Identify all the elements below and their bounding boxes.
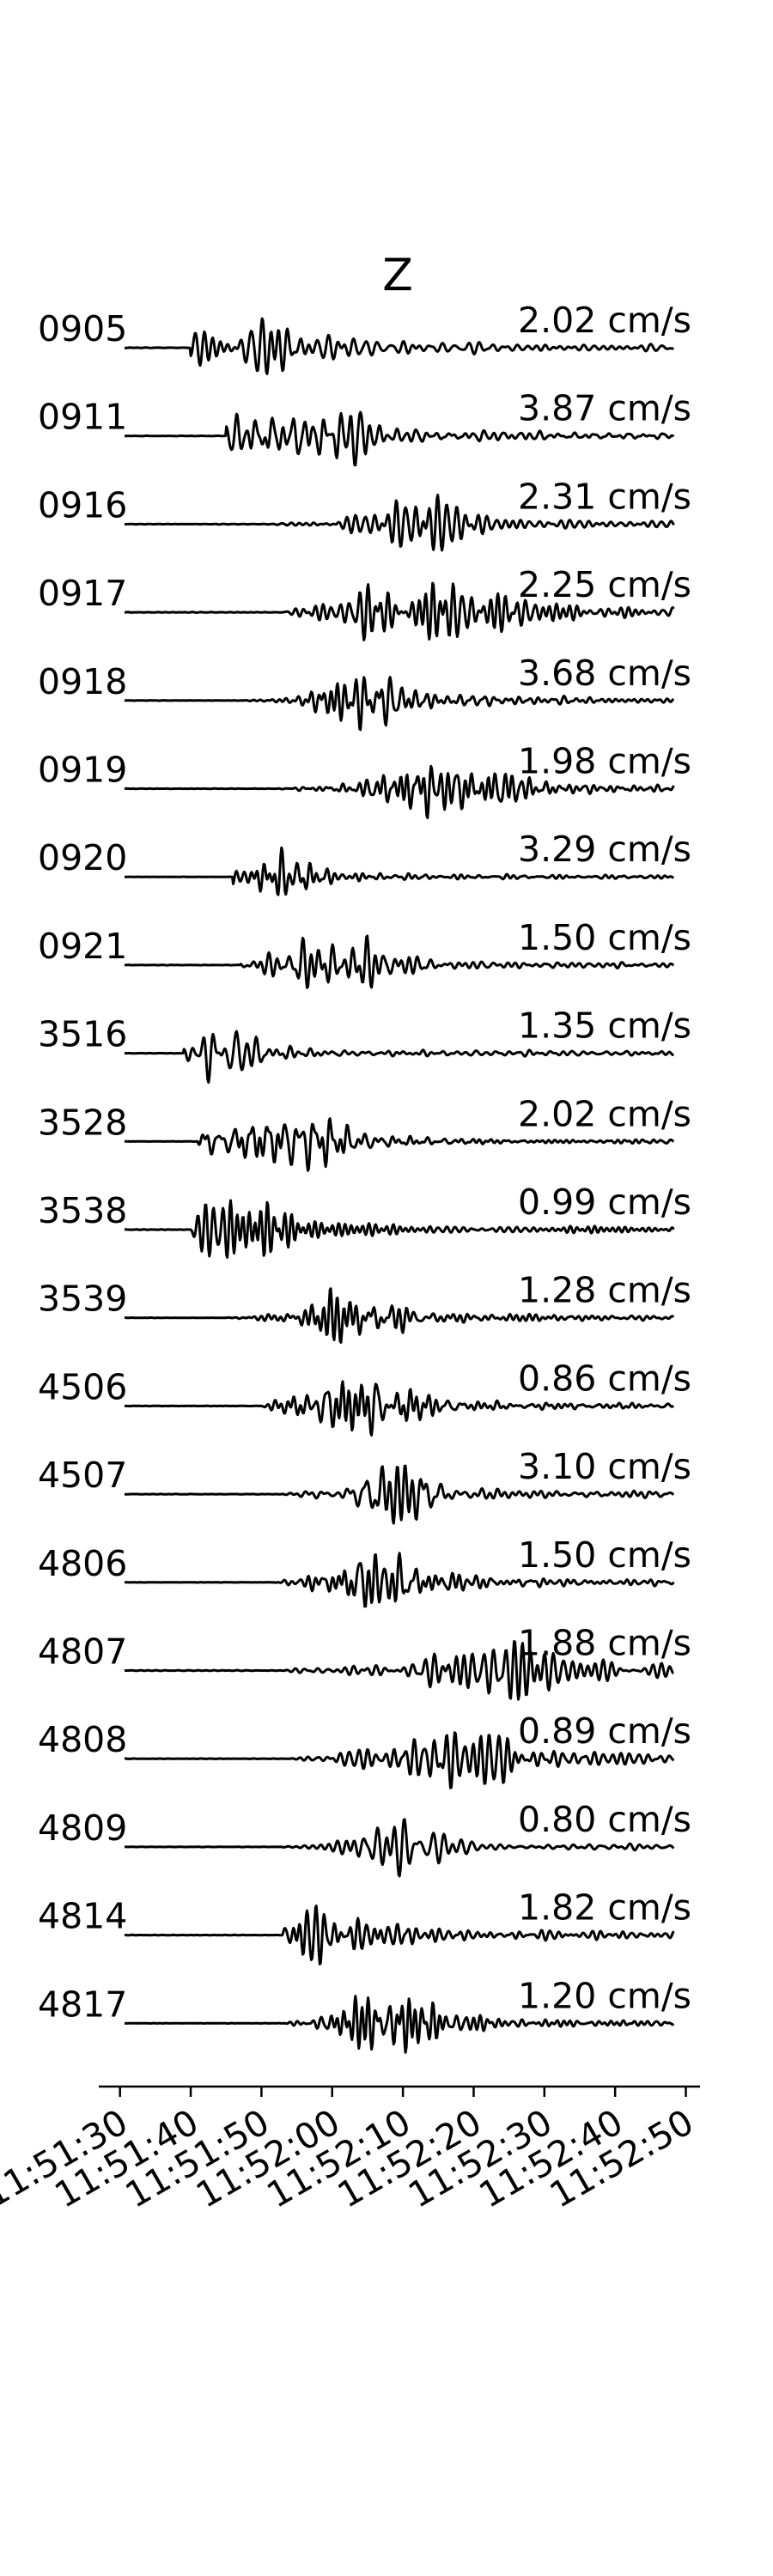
trace-0917 (124, 581, 675, 641)
trace-4808 (124, 1731, 675, 1789)
amplitude-label-0917: 2.25 cm/s (518, 564, 691, 605)
amplitude-label-4806: 1.50 cm/s (518, 1534, 691, 1576)
amplitude-label-0920: 3.29 cm/s (518, 829, 691, 870)
station-label-3539: 3539 (38, 1279, 127, 1320)
station-label-4807: 4807 (38, 1631, 127, 1673)
amplitude-label-3539: 1.28 cm/s (518, 1270, 691, 1311)
station-label-3538: 3538 (38, 1190, 127, 1231)
amplitude-label-4506: 0.86 cm/s (518, 1358, 691, 1399)
station-label-4817: 4817 (38, 1984, 127, 2025)
amplitude-label-3516: 1.35 cm/s (518, 1005, 691, 1047)
amplitude-label-4507: 3.10 cm/s (518, 1446, 691, 1487)
amplitude-label-0918: 3.68 cm/s (518, 653, 691, 694)
station-label-0921: 0921 (38, 926, 127, 967)
trace-3516 (124, 1030, 674, 1084)
station-label-4808: 4808 (38, 1719, 127, 1760)
traces-layer: 0905 2.02 cm/s 0911 3.87 cm/s 0916 2.31 cm/s 0… (38, 300, 691, 2054)
trace-3539 (124, 1287, 675, 1344)
amplitude-label-0905: 2.02 cm/s (518, 300, 691, 341)
x-axis: 11:51:3011:51:4011:51:5011:52:0011:52:10… (0, 2085, 701, 2216)
station-label-4506: 4506 (38, 1366, 127, 1407)
trace-4814 (124, 1905, 675, 1965)
station-label-3528: 3528 (38, 1102, 127, 1143)
trace-4507 (124, 1464, 675, 1525)
trace-4806 (124, 1552, 675, 1608)
station-label-0918: 0918 (38, 661, 127, 702)
station-label-3516: 3516 (38, 1014, 127, 1055)
trace-0920 (124, 846, 674, 896)
amplitude-label-4814: 1.82 cm/s (518, 1887, 691, 1929)
trace-0921 (124, 934, 675, 989)
trace-4809 (124, 1818, 675, 1878)
trace-4807 (124, 1640, 674, 1701)
trace-0905 (124, 317, 674, 375)
amplitude-label-0911: 3.87 cm/s (518, 388, 691, 429)
trace-0919 (124, 764, 675, 819)
amplitude-label-3528: 2.02 cm/s (518, 1093, 691, 1134)
trace-0911 (124, 410, 675, 467)
trace-3528 (124, 1117, 675, 1172)
amplitude-label-4808: 0.89 cm/s (518, 1710, 691, 1752)
trace-0916 (124, 493, 675, 552)
amplitude-label-0919: 1.98 cm/s (518, 741, 691, 782)
trace-4506 (124, 1380, 674, 1437)
station-label-4809: 4809 (38, 1807, 127, 1849)
amplitude-label-0916: 2.31 cm/s (518, 476, 691, 517)
station-label-0911: 0911 (38, 397, 127, 438)
station-label-4507: 4507 (38, 1455, 127, 1496)
amplitude-label-3538: 0.99 cm/s (518, 1182, 691, 1223)
trace-4817 (124, 1995, 675, 2054)
trace-0918 (124, 676, 675, 732)
station-label-0905: 0905 (38, 308, 127, 349)
station-label-4806: 4806 (38, 1543, 127, 1584)
station-label-0920: 0920 (38, 837, 127, 878)
amplitude-label-4809: 0.80 cm/s (518, 1799, 691, 1840)
chart-title: Z (382, 250, 413, 301)
station-label-0916: 0916 (38, 484, 127, 526)
station-label-0917: 0917 (38, 573, 127, 614)
amplitude-label-4807: 1.88 cm/s (518, 1623, 691, 1664)
station-label-0919: 0919 (38, 750, 127, 791)
amplitude-label-0921: 1.50 cm/s (518, 917, 691, 958)
trace-3538 (124, 1199, 675, 1259)
amplitude-label-4817: 1.20 cm/s (518, 1975, 691, 2016)
station-label-4814: 4814 (38, 1896, 127, 1937)
